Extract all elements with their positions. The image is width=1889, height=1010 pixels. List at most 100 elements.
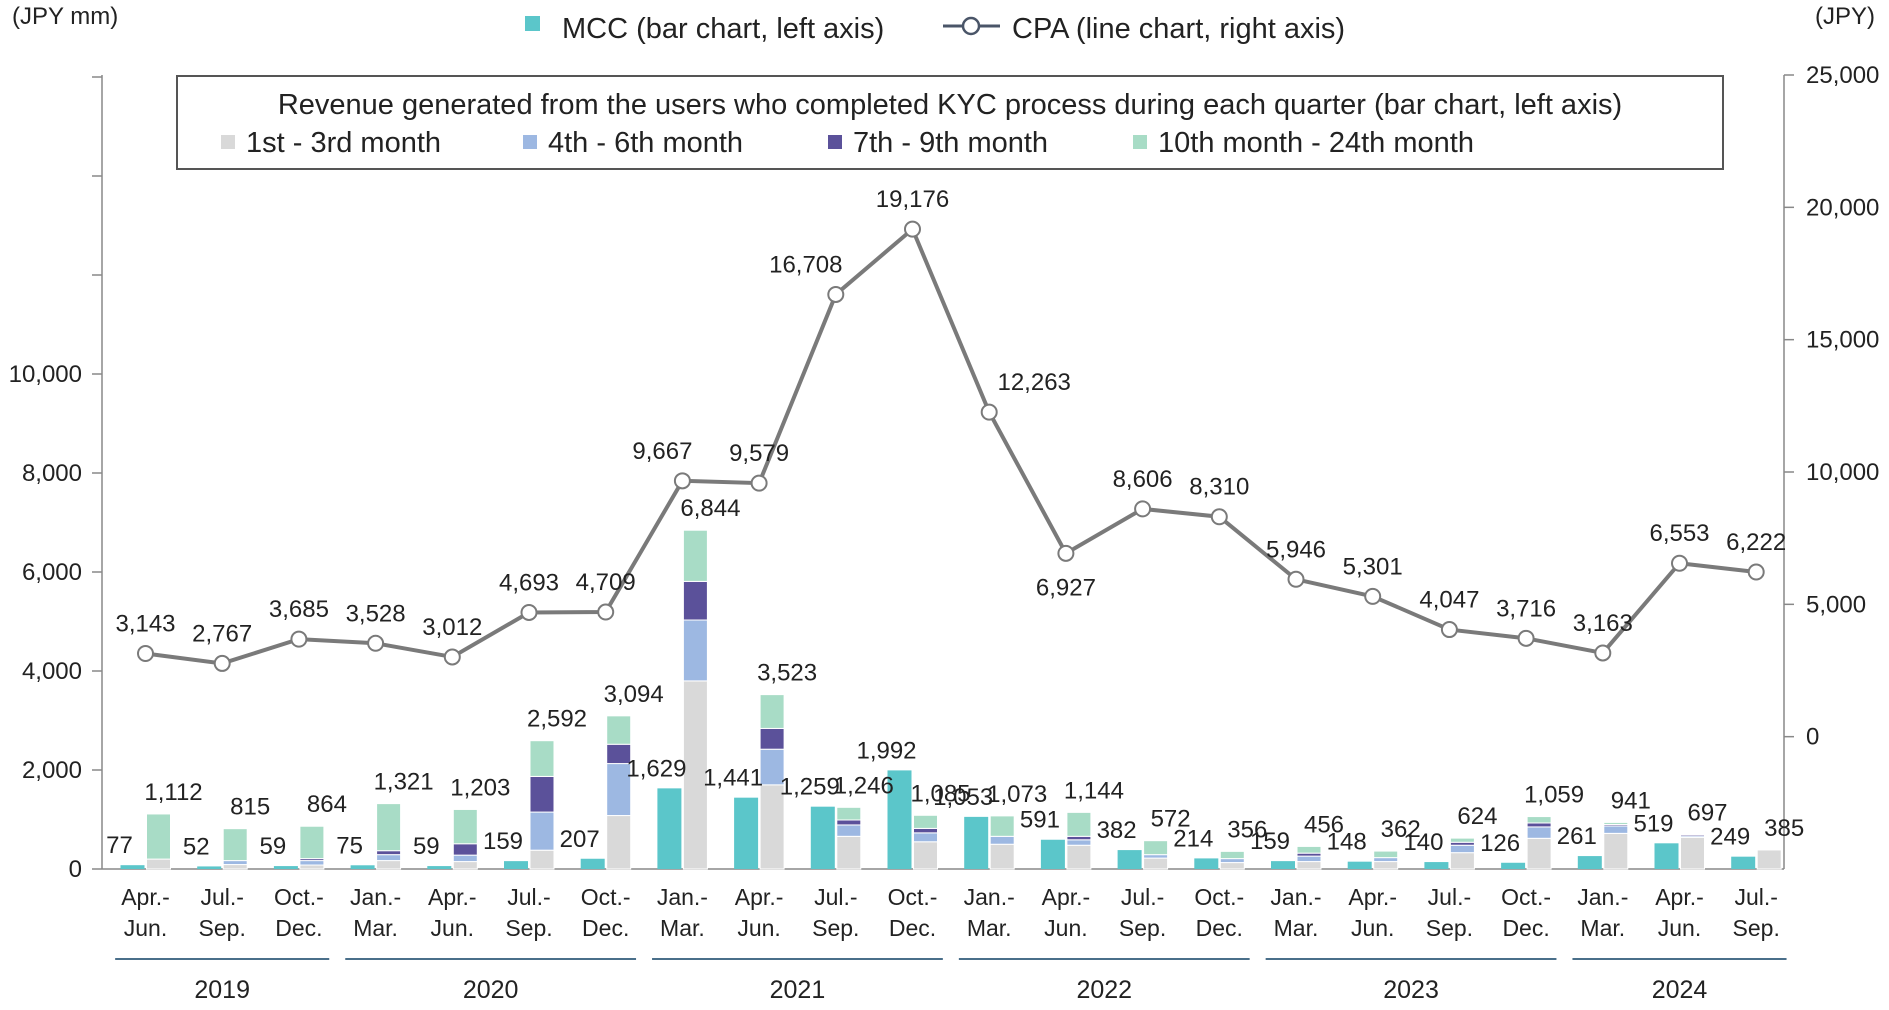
revenue-segment (222, 864, 248, 870)
mcc-bar (1117, 850, 1142, 869)
year-label: 2020 (463, 976, 519, 1004)
category-label: Jun. (431, 915, 474, 941)
revenue-segment (1449, 852, 1475, 870)
cpa-value-label: 3,685 (269, 596, 329, 623)
cpa-point (520, 603, 538, 621)
revenue-segment (1526, 816, 1552, 824)
category-label: Dec. (889, 915, 936, 941)
category-label: Jun. (1658, 915, 1701, 941)
category-label: Apr.- (121, 884, 170, 910)
revenue-segment (146, 813, 171, 860)
inset-label-4-6: 4th - 6th month (548, 127, 743, 159)
legend-swatch-mcc (525, 16, 540, 31)
cpa-value-label: 12,263 (997, 369, 1070, 396)
category-label: Jun. (1044, 915, 1087, 941)
cpa-value-label: 3,143 (115, 610, 175, 637)
revenue-segment (529, 775, 555, 813)
category-label: Sep. (1426, 915, 1473, 941)
revenue-segment (989, 815, 1015, 837)
legend-marker-cpa (961, 16, 981, 36)
cpa-value-label: 9,579 (729, 440, 789, 467)
revenue-total-label: 572 (1151, 806, 1191, 833)
inset-label-7-9: 7th - 9th month (853, 127, 1048, 159)
revenue-total-label: 941 (1611, 787, 1651, 814)
category-label: Jul.- (1428, 884, 1471, 910)
category-label: Jun. (124, 915, 167, 941)
cpa-value-label: 4,709 (576, 569, 636, 596)
revenue-total-label: 362 (1381, 816, 1421, 843)
left-tick-label: 2,000 (22, 757, 82, 784)
cpa-value-label: 8,606 (1113, 466, 1173, 493)
revenue-segment (1066, 811, 1092, 837)
cpa-value-label: 6,927 (1036, 574, 1096, 601)
mcc-value-label: 214 (1173, 825, 1213, 852)
year-label: 2023 (1383, 976, 1439, 1004)
revenue-segment (913, 827, 938, 834)
revenue-segment (376, 850, 402, 856)
revenue-total-label: 1,321 (374, 769, 434, 796)
category-label: Oct.- (888, 884, 938, 910)
cpa-value-label: 5,301 (1343, 553, 1403, 580)
inset-legend: Revenue generated from the users who com… (176, 75, 1724, 170)
cpa-point (1364, 587, 1382, 605)
revenue-segment (1219, 858, 1245, 864)
mcc-bar (1731, 856, 1756, 869)
inset-label-1-3: 1st - 3rd month (246, 127, 441, 159)
revenue-segment (682, 619, 708, 682)
mcc-value-label: 1,053 (933, 784, 993, 811)
legend-label-cpa: CPA (line chart, right axis) (1012, 13, 1345, 45)
cpa-line (145, 225, 1757, 666)
category-label: Jul.- (814, 884, 857, 910)
mcc-bar (197, 866, 222, 869)
category-label: Oct.- (1194, 884, 1244, 910)
revenue-total-label: 624 (1457, 803, 1497, 830)
revenue-segment (299, 825, 325, 860)
cpa-value-label: 8,310 (1189, 474, 1249, 501)
top-legend: MCC (bar chart, left axis) CPA (line cha… (525, 13, 1345, 45)
revenue-segment (376, 803, 402, 852)
revenue-segment (759, 784, 785, 870)
cpa-point (980, 403, 998, 421)
revenue-total-label: 1,059 (1524, 782, 1584, 809)
revenue-segment (1373, 861, 1399, 870)
inset-swatch-4-6 (523, 135, 537, 149)
cpa-point (213, 654, 231, 672)
inset-legend-title: Revenue generated from the users who com… (278, 89, 1622, 121)
left-tick-label: 4,000 (22, 658, 82, 685)
category-label: Jan.- (1270, 884, 1321, 910)
category-label: Jul.- (1734, 884, 1777, 910)
category-label: Sep. (505, 915, 552, 941)
inset-swatch-10-24 (1133, 135, 1147, 149)
inset-swatch-7-9 (828, 135, 842, 149)
mcc-bar (1271, 861, 1295, 869)
category-label: Jul.- (200, 884, 243, 910)
revenue-segment (913, 841, 938, 870)
revenue-segment (759, 694, 785, 729)
category-labels: Apr.- Jun. Jul.- Sep. Oct.- Dec. Jan.- Mar. Apr.… (121, 884, 1780, 941)
revenue-segment (606, 715, 632, 745)
revenue-total-label: 864 (307, 791, 347, 818)
revenue-segment (1066, 844, 1092, 870)
revenue-segment (913, 814, 938, 829)
revenue-total-label: 815 (230, 794, 270, 821)
revenue-segment (1373, 850, 1399, 859)
left-axis-unit: (JPY mm) (12, 3, 118, 30)
right-tick-label: 5,000 (1806, 591, 1866, 618)
category-label: Jan.- (964, 884, 1015, 910)
revenue-segment (913, 832, 938, 843)
category-label: Jan.- (657, 884, 708, 910)
revenue-segment (376, 854, 402, 862)
cpa-value-label: 5,946 (1266, 536, 1326, 563)
left-tick-label: 8,000 (22, 460, 82, 487)
mcc-bar (350, 865, 375, 869)
revenue-segment (682, 580, 708, 621)
revenue-segment (836, 824, 862, 837)
category-label: Mar. (1580, 915, 1625, 941)
revenue-segment (1603, 825, 1629, 834)
revenue-total-label: 1,112 (144, 779, 202, 806)
inset-label-10-24: 10th month - 24th month (1158, 127, 1474, 159)
cpa-value-label: 3,528 (346, 600, 406, 627)
revenue-segment (759, 727, 785, 750)
mcc-bar (1577, 856, 1602, 869)
